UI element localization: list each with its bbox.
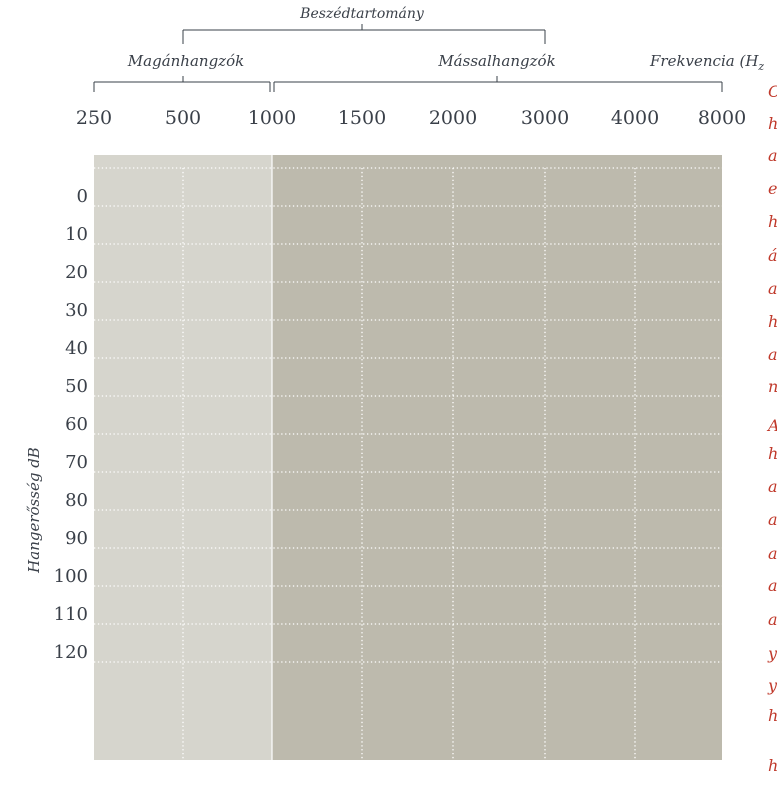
side-text-letter: h bbox=[768, 312, 777, 331]
y-tick-label: 120 bbox=[54, 642, 88, 663]
y-tick-label: 70 bbox=[65, 452, 88, 473]
side-text-letter: y bbox=[768, 644, 777, 663]
y-tick-label: 100 bbox=[54, 566, 88, 587]
consonants-label: Mássalhangzók bbox=[437, 52, 555, 70]
side-text-letter: a bbox=[768, 146, 777, 165]
band-label-mid: Közepes hangfekvésű hangok bbox=[318, 141, 514, 156]
side-text-letter: a bbox=[768, 279, 777, 298]
y-tick-label: 110 bbox=[54, 604, 88, 625]
x-axis-label-subscript: z bbox=[757, 60, 764, 73]
band-mid-high-rect bbox=[272, 155, 722, 760]
side-text-letter: h bbox=[768, 212, 777, 231]
x-tick-label: 1500 bbox=[338, 107, 386, 129]
side-text-letter: y bbox=[768, 676, 777, 695]
x-tick-label: 1000 bbox=[248, 107, 296, 129]
side-text-letter: h bbox=[768, 114, 777, 133]
side-text-letter: n bbox=[768, 377, 777, 396]
side-text-letter: a bbox=[768, 345, 777, 364]
side-text-letter: A bbox=[768, 416, 777, 435]
y-tick-label: 0 bbox=[77, 186, 88, 207]
x-axis-label-close: ) bbox=[763, 52, 764, 70]
y-tick-label: 10 bbox=[65, 224, 88, 245]
side-text-letter: á bbox=[768, 246, 777, 265]
x-tick-label: 4000 bbox=[611, 107, 659, 129]
y-tick-label: 80 bbox=[65, 490, 88, 511]
y-tick-label: 30 bbox=[65, 300, 88, 321]
side-text-letter: a bbox=[768, 544, 777, 563]
side-text-letter: a bbox=[768, 576, 777, 595]
side-text-letter: a bbox=[768, 610, 777, 629]
x-axis-label: Frekvencia (Hz) bbox=[649, 52, 764, 73]
side-text-letter: a bbox=[768, 477, 777, 496]
y-tick-label: 60 bbox=[65, 414, 88, 435]
x-tick-label: 500 bbox=[165, 107, 201, 129]
x-tick-label: 250 bbox=[76, 107, 112, 129]
side-text-letter: a bbox=[768, 510, 777, 529]
y-tick-label: 40 bbox=[65, 338, 88, 359]
side-text-letter: h bbox=[768, 444, 777, 463]
side-text-letter: h bbox=[768, 756, 777, 775]
x-tick-label: 3000 bbox=[521, 107, 569, 129]
band-label-low: Mély hangok bbox=[139, 141, 225, 156]
x-tick-label: 2000 bbox=[429, 107, 477, 129]
side-text-letter: h bbox=[768, 706, 777, 725]
y-axis-label: Hangerősség dB bbox=[25, 447, 43, 574]
x-axis-label-main: Frekvencia (H bbox=[649, 52, 759, 70]
x-tick-label: 8000 bbox=[698, 107, 746, 129]
side-text-letter: C bbox=[768, 82, 777, 101]
y-tick-label: 20 bbox=[65, 262, 88, 283]
speech-range-label: Beszédtartomány bbox=[299, 6, 425, 22]
side-text-letter: e bbox=[768, 179, 777, 198]
vowels-label: Magánhangzók bbox=[127, 52, 244, 70]
y-tick-label: 90 bbox=[65, 528, 88, 549]
band-label-high: Magas hangok bbox=[603, 141, 701, 156]
y-tick-label: 50 bbox=[65, 376, 88, 397]
side-text-column: ChaeháahanAhaaaaayyhh bbox=[764, 0, 777, 788]
